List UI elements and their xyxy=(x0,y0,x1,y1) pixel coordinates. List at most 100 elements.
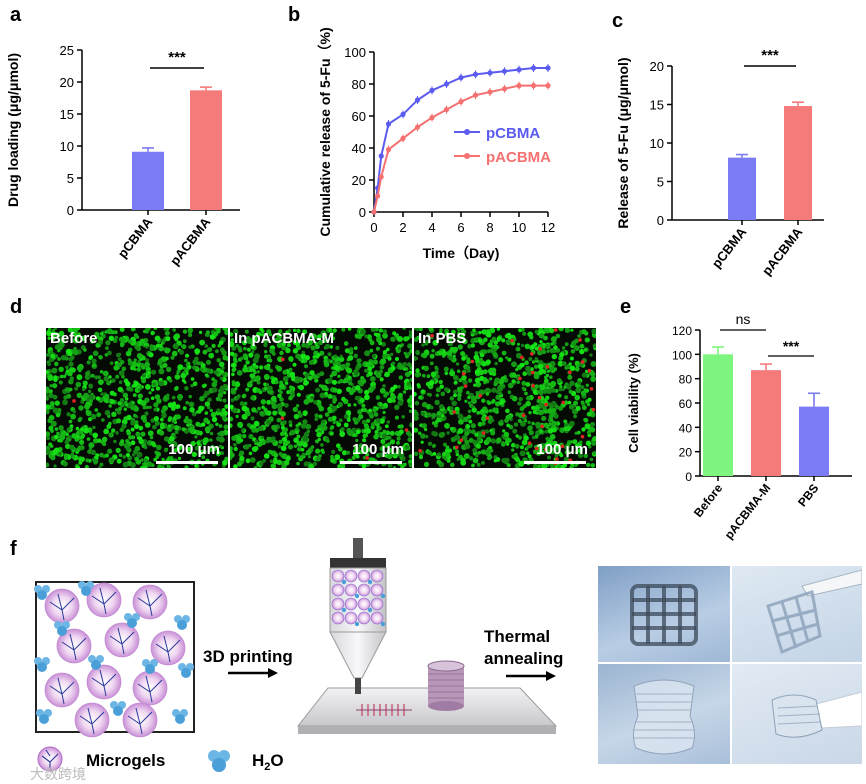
y-tick-label: 120 xyxy=(672,324,692,338)
panel-letter-a: a xyxy=(10,4,22,26)
y-tick-label: 15 xyxy=(650,98,664,113)
microgel xyxy=(331,597,345,611)
legend-label: pACBMA xyxy=(486,149,551,166)
x-tick-label: 12 xyxy=(541,220,555,235)
microgel xyxy=(132,584,168,620)
y-tick-label: 5 xyxy=(657,175,664,190)
data-point xyxy=(443,107,450,113)
y-tick-label: 0 xyxy=(685,470,692,484)
bar-pcbma xyxy=(728,157,756,220)
watermark: 大数跨境 xyxy=(30,766,86,782)
microgel xyxy=(344,583,358,597)
data-point xyxy=(443,81,450,87)
x-tick-label: 4 xyxy=(428,220,435,235)
significance-label-ns: ns xyxy=(736,311,751,327)
microgel xyxy=(56,628,92,664)
scale-bar xyxy=(156,461,218,464)
microgel xyxy=(86,582,122,618)
data-point xyxy=(385,147,392,153)
data-point xyxy=(530,65,537,71)
data-point xyxy=(400,135,406,141)
y-axis-title: Drug loading (μg/μmol) xyxy=(5,53,21,207)
cell-field xyxy=(414,328,596,468)
panel-letter-c: c xyxy=(612,10,624,32)
scale-bar xyxy=(524,461,586,464)
photo-tube-on-pipette xyxy=(732,664,862,764)
water-legend-icon xyxy=(208,750,230,772)
photo-printed-tube xyxy=(598,664,730,764)
schematic-3d-printing: Microgels H2O 3D printing Thermal anneal… xyxy=(30,538,563,782)
data-point xyxy=(414,124,421,130)
scale-label: 100 μm xyxy=(536,441,588,458)
microgel xyxy=(122,702,158,738)
x-tick-label: pCBMA xyxy=(709,224,750,271)
microgel xyxy=(44,588,80,624)
microgel xyxy=(357,611,371,625)
microgel xyxy=(132,670,168,706)
significance-label: *** xyxy=(168,49,186,66)
cell-field xyxy=(230,328,412,468)
y-tick-label: 80 xyxy=(679,373,693,387)
microgel xyxy=(150,630,186,666)
y-tick-label: 20 xyxy=(679,446,693,460)
data-point xyxy=(375,193,381,199)
micrograph-label: Before xyxy=(50,330,98,347)
bar-pacbma xyxy=(190,90,222,210)
x-axis-title: Time（Day) xyxy=(423,245,500,261)
step-3d-printing-label: 3D printing xyxy=(203,647,293,666)
legend-water-label: H2O xyxy=(252,751,284,773)
panel-letter-f: f xyxy=(10,538,17,560)
microgel xyxy=(104,622,140,658)
microgel xyxy=(370,569,384,583)
panel-letter-e: e xyxy=(620,296,632,318)
legend-marker xyxy=(464,153,470,159)
y-tick-label: 0 xyxy=(657,213,664,228)
microgel xyxy=(370,611,384,625)
data-point xyxy=(501,86,508,92)
micrograph-in-pbs: In PBS 100 μm xyxy=(414,328,596,468)
data-point xyxy=(429,87,435,93)
x-tick-label: PBS xyxy=(795,481,821,509)
step-thermal-label: Thermal xyxy=(484,627,550,646)
data-point xyxy=(545,65,551,71)
microgel xyxy=(331,611,345,625)
chart-c-release: 0 5 10 15 20 pCBMA pACBMA Release of 5-Fu (μg/μ… xyxy=(615,47,824,278)
y-tick-label: 100 xyxy=(672,348,692,362)
bar-pcbma xyxy=(132,151,164,210)
microgel xyxy=(44,672,80,708)
y-tick-label: 25 xyxy=(60,43,74,58)
bar-before xyxy=(703,354,733,476)
microgel xyxy=(344,597,358,611)
syringe-plunger xyxy=(353,538,363,560)
bar-pbs xyxy=(799,406,829,476)
microgel xyxy=(370,583,384,597)
x-tick-label: pACBMA xyxy=(759,224,806,278)
y-tick-label: 10 xyxy=(60,139,74,154)
y-tick-label: 40 xyxy=(679,421,693,435)
y-tick-label: 60 xyxy=(679,397,693,411)
chart-b-cumulative-release: 0 20 40 60 80 100 0 2 4 6 8 10 12 pCBMA pACBMA Time（Day… xyxy=(317,27,555,261)
x-tick-label: 8 xyxy=(486,220,493,235)
microgel xyxy=(344,611,358,625)
x-tick-label: Before xyxy=(691,481,726,520)
microgel xyxy=(357,597,371,611)
y-tick-label: 80 xyxy=(352,77,366,92)
x-tick-label: 10 xyxy=(512,220,526,235)
microgel xyxy=(357,583,371,597)
data-point xyxy=(472,71,479,77)
panel-letter-d: d xyxy=(10,296,23,318)
scale-bar xyxy=(340,461,402,464)
y-tick-label: 10 xyxy=(650,136,664,151)
x-tick-label: pACBMA xyxy=(167,214,214,268)
scale-label: 100 μm xyxy=(168,441,220,458)
photo-printed-grid xyxy=(598,566,730,662)
x-tick-label: pCBMA xyxy=(115,214,156,261)
legend-microgels-label: Microgels xyxy=(86,751,165,770)
y-axis-title: Cell viability (%) xyxy=(626,353,641,453)
micrograph-label: In pACBMA-M xyxy=(234,330,334,347)
data-point xyxy=(429,115,435,121)
data-point xyxy=(400,111,406,117)
cell-field xyxy=(46,328,228,468)
y-axis-title: Cumulative release of 5-Fu（%) xyxy=(317,27,333,236)
